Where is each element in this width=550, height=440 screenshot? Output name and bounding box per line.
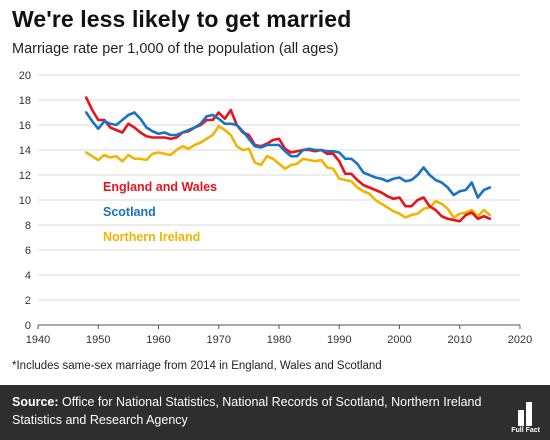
series-line-northern-ireland <box>84 124 492 219</box>
y-tick-label: 6 <box>25 245 31 257</box>
x-tick-label: 1980 <box>267 334 291 346</box>
source-label: Source: <box>12 395 59 409</box>
chart-subtitle: Marriage rate per 1,000 of the populatio… <box>12 41 339 57</box>
legend-northern-ireland: Northern Ireland <box>103 230 200 244</box>
legend: England and Wales Scotland Northern Irelan… <box>103 180 217 244</box>
series-line-scotland <box>84 111 492 199</box>
series-lines <box>84 96 492 223</box>
footnote: *Includes same-sex marriage from 2014 in… <box>12 360 382 372</box>
y-tick-label: 2 <box>25 295 31 307</box>
legend-england-and-wales: England and Wales <box>103 180 217 194</box>
y-tick-label: 14 <box>19 145 31 157</box>
full-fact-logo-icon <box>518 402 532 426</box>
x-tick-label: 1940 <box>26 334 50 346</box>
axes: 0 2 4 6 8 10 12 14 16 18 20 1940 1950 1960 1970 1980 199… <box>19 70 532 346</box>
chart-title: We're less likely to get married <box>12 6 352 32</box>
full-fact-logo: Full Fact <box>504 400 540 434</box>
line-chart: 0 2 4 6 8 10 12 14 16 18 20 1940 1950 1960 1970 1980 199… <box>19 70 532 346</box>
source-text: Source: Office for National Statistics, … <box>12 393 482 429</box>
y-tick-label: 8 <box>25 220 31 232</box>
y-tick-label: 0 <box>25 320 31 332</box>
grid <box>38 74 520 326</box>
y-tick-label: 12 <box>19 170 31 182</box>
x-tick-label: 2000 <box>387 334 411 346</box>
source-bar: Source: Office for National Statistics, … <box>0 385 550 440</box>
source-content: Office for National Statistics, National… <box>12 395 482 427</box>
x-tick-label: 2020 <box>508 334 532 346</box>
logo-text: Full Fact <box>511 427 540 434</box>
y-tick-label: 18 <box>19 95 31 107</box>
x-tick-label: 1960 <box>146 334 170 346</box>
y-tick-label: 20 <box>19 70 31 82</box>
x-tick-label: 1970 <box>207 334 231 346</box>
y-tick-label: 16 <box>19 120 31 132</box>
x-tick-label: 2010 <box>448 334 472 346</box>
x-tick-label: 1950 <box>86 334 110 346</box>
x-tick-label: 1990 <box>327 334 351 346</box>
y-tick-label: 4 <box>25 270 31 282</box>
series-line-england-and-wales <box>84 96 492 223</box>
legend-scotland: Scotland <box>103 205 156 219</box>
y-tick-label: 10 <box>19 195 31 207</box>
